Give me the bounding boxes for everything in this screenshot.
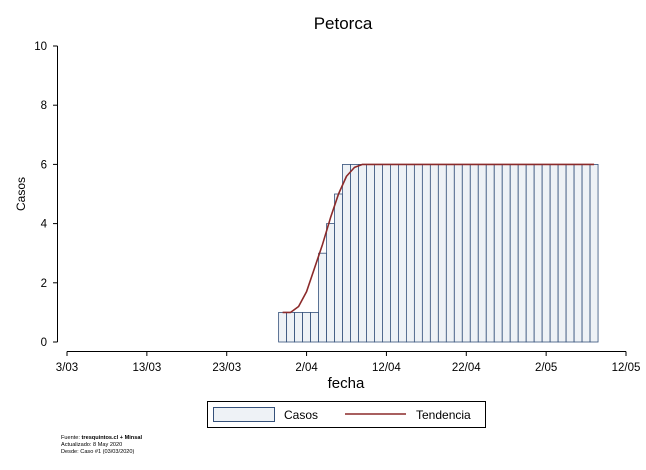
source-label: Fuente: <box>61 435 80 441</box>
bar <box>533 163 543 343</box>
x-axis-title: fecha <box>328 375 365 392</box>
bar <box>358 163 367 343</box>
legend-label-casos: Casos <box>284 408 318 422</box>
source-since: Desde: Caso #1 (03/03/2020) <box>61 448 135 455</box>
x-tick-label: 2/05 <box>535 362 557 374</box>
bar <box>565 163 575 343</box>
bar <box>286 311 295 343</box>
y-tick-label: 10 <box>34 41 47 53</box>
bar <box>413 163 423 343</box>
bar <box>421 163 431 343</box>
y-axis-ticks: 0 2 4 6 8 10 <box>34 41 58 349</box>
bar <box>294 311 303 343</box>
y-tick-label: 4 <box>41 219 48 231</box>
bar <box>350 163 359 343</box>
bar <box>342 163 351 343</box>
legend-label-tendencia: Tendencia <box>416 408 471 422</box>
bar <box>318 252 327 343</box>
bar <box>437 163 447 343</box>
bar <box>398 163 407 343</box>
bar <box>549 163 559 343</box>
source-note: Fuente: tresquintos.cl + Minsal Actualiz… <box>61 435 142 455</box>
bar <box>493 163 503 343</box>
bar <box>461 163 471 343</box>
bar <box>326 223 335 343</box>
x-tick-label: 3/03 <box>56 362 78 374</box>
bar <box>501 163 511 343</box>
bar <box>390 163 399 343</box>
bar <box>445 163 455 343</box>
bar <box>405 163 415 343</box>
bar <box>429 163 439 343</box>
legend: Casos Tendencia <box>207 401 486 428</box>
x-tick-label: 2/04 <box>295 362 318 374</box>
bar <box>581 163 591 343</box>
bar <box>453 163 463 343</box>
y-tick-label: 0 <box>41 337 47 349</box>
bar <box>541 163 551 343</box>
x-tick-label: 23/03 <box>212 362 241 374</box>
bar <box>477 163 487 343</box>
bars <box>278 163 599 343</box>
bar <box>374 163 383 343</box>
y-tick-label: 6 <box>41 159 47 171</box>
y-tick-label: 2 <box>41 278 47 290</box>
y-tick-label: 8 <box>41 100 47 112</box>
bar <box>334 193 343 343</box>
legend-swatch-casos <box>213 407 275 422</box>
bar <box>278 311 288 343</box>
bar <box>310 311 319 343</box>
bar <box>525 163 535 343</box>
bar <box>302 311 311 343</box>
bar <box>382 163 391 343</box>
chart-title: Petorca <box>314 14 373 33</box>
bar <box>509 163 519 343</box>
bar <box>573 163 583 343</box>
bar <box>469 163 479 343</box>
x-tick-label: 22/04 <box>452 362 481 374</box>
source-site: tresquintos.cl + Minsal <box>81 435 143 441</box>
x-axis-ticks: 3/03 13/03 23/03 2/04 12/04 22/04 2/05 12/05 <box>56 351 641 374</box>
bar <box>366 163 375 343</box>
source-updated: Actualizado: 8 May 2020 <box>61 441 123 448</box>
y-axis-title: Casos <box>14 177 28 211</box>
bar <box>589 163 599 343</box>
bar <box>485 163 495 343</box>
x-tick-label: 12/04 <box>372 362 401 374</box>
trend-line <box>282 163 595 314</box>
trend <box>282 163 595 314</box>
x-tick-label: 13/03 <box>132 362 161 374</box>
bar <box>517 163 527 343</box>
bar <box>557 163 567 343</box>
x-tick-label: 12/05 <box>612 362 641 374</box>
